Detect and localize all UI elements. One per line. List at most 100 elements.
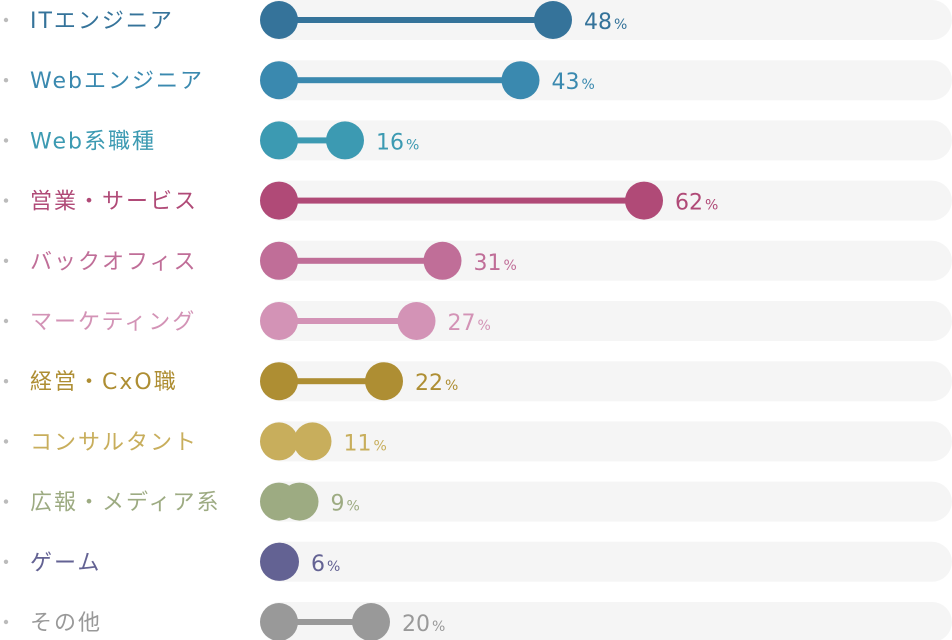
value-number: 20 [402,612,430,637]
value-unit: % [432,619,445,635]
bar-row: ゲーム 6% [3,541,952,582]
bar-left-knob [260,302,298,340]
bar-left-knob [260,362,298,401]
bar-track [260,361,952,402]
bullet-dot [3,138,9,143]
category-label: ゲーム [30,551,101,576]
bar-stem [279,318,417,324]
bar [260,482,319,521]
bar [260,603,390,640]
value-unit: % [347,499,360,515]
category-label: マーケティング [30,310,196,335]
bullet-dot [3,439,9,444]
bar-stem [279,77,521,84]
bar-right-knob [326,121,364,160]
bar-left-knob [260,121,298,160]
value-unit: % [327,559,340,575]
bar-right-knob [423,241,462,280]
value-label: 11% [344,431,387,456]
bullet-dot [3,78,9,83]
bar-row: バックオフィス 31% [3,240,952,281]
bar-stem [279,257,443,264]
bar-left-knob [260,241,298,280]
value-number: 22 [415,371,443,396]
bar-right-knob [293,422,332,461]
bar-track [260,541,952,582]
value-label: 62% [675,191,718,216]
value-unit: % [406,137,419,153]
bar-track [260,481,952,522]
bar [260,181,663,220]
bar [260,241,462,280]
category-label: 経営・CxO職 [30,370,178,395]
bullet-dot [3,499,9,504]
category-label: Webエンジニア [30,69,204,94]
bar [260,1,572,39]
bar-track [260,120,952,161]
bar-row: 広報・メディア系 9% [3,481,952,522]
bar-stem [279,137,345,144]
value-label: 31% [474,251,517,276]
bullet-dot [3,379,9,384]
bullet-dot [3,619,9,625]
category-label: ITエンジニア [30,9,174,34]
value-number: 43 [552,70,580,95]
bar [260,302,436,340]
bullet-dot [3,559,9,564]
value-unit: % [582,77,595,93]
bar-row: コンサルタント 11% [3,421,952,462]
value-label: 20% [402,612,445,637]
bullet-dot [3,17,9,23]
category-label: コンサルタント [30,430,198,455]
bar-right-knob [534,1,572,39]
bar-row: Web系職種 16% [3,120,952,161]
value-label: 27% [448,311,491,336]
value-label: 6% [311,552,340,577]
value-number: 62 [675,191,703,216]
bar-right-knob [261,542,299,581]
value-label: 16% [376,130,419,155]
value-unit: % [705,198,718,214]
bar-row: Webエンジニア 43% [3,60,952,101]
value-label: 22% [415,371,458,396]
value-number: 16 [376,130,404,155]
value-label: 48% [584,10,627,35]
bar-track [260,421,952,462]
bullet-dot [3,318,9,324]
bar-left-knob [260,181,298,220]
value-number: 11 [344,431,372,456]
bar-row: マーケティング 27% [3,301,952,341]
bar-row: その他 20% [3,602,952,640]
bar [260,61,540,100]
bar [260,422,332,461]
value-unit: % [504,258,517,274]
bar-track [260,0,952,40]
bar-stem [279,17,553,23]
value-unit: % [478,318,491,334]
category-label: 営業・サービス [30,190,198,215]
value-number: 6 [311,552,325,577]
bar-row: ITエンジニア 48% [3,0,952,40]
value-unit: % [374,438,387,454]
bar-row: 営業・サービス 62% [3,180,952,221]
bar [260,542,299,581]
bar-track [260,602,952,640]
bar-stem [279,619,371,625]
bar-right-knob [280,482,319,521]
category-label: その他 [30,611,102,636]
category-label: 広報・メディア系 [30,491,220,516]
bar-stem [279,378,384,385]
bar-right-knob [352,603,390,640]
bar-left-knob [260,61,298,100]
category-label: Web系職種 [30,129,156,154]
bullet-dot [3,258,9,263]
bar-right-knob [397,302,436,340]
bar-right-knob [501,61,540,100]
value-label: 9% [331,492,360,517]
bar-right-knob [365,362,403,401]
category-label: バックオフィス [30,250,198,275]
bar-right-knob [625,181,663,220]
bar-left-knob [260,603,298,640]
value-unit: % [614,17,627,33]
value-label: 43% [552,70,595,95]
